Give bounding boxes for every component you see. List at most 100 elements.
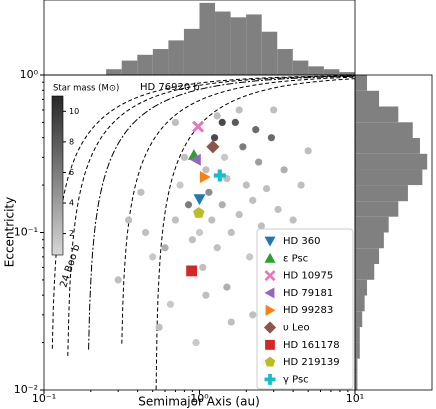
top-hist-bar (199, 2, 216, 76)
y-axis-label: Eccentricity (3, 197, 17, 267)
exoplanet-point (161, 244, 169, 252)
legend-marker (264, 373, 276, 385)
right-hist-bar (355, 342, 360, 359)
exoplanet-point (257, 222, 265, 230)
colorbar-tick-label: 8 (69, 137, 74, 146)
exoplanet-point (249, 311, 257, 319)
x-axis-label: Semimajor Axis (au) (138, 395, 260, 409)
periastron-curve (88, 75, 355, 350)
legend-marker (265, 339, 275, 350)
exoplanet-point (180, 153, 189, 161)
exoplanet-point (242, 181, 250, 189)
exoplanet-point (252, 126, 260, 134)
legend-marker (264, 356, 276, 367)
top-hist-bar (137, 54, 153, 75)
colorbar-tick-label: 6 (69, 168, 74, 177)
legend-label: γ Psc (283, 374, 309, 385)
top-hist-bar (246, 14, 262, 75)
exoplanet-point (125, 216, 133, 224)
right-hist-bar (355, 122, 413, 139)
legend-marker (264, 252, 276, 263)
exoplanet-point (188, 236, 196, 244)
top-hist-bar (339, 72, 355, 75)
exoplanet-point (184, 201, 193, 209)
top-hist-bar (152, 49, 169, 75)
exoplanet-point (235, 210, 243, 219)
legend-marker (263, 321, 277, 334)
exoplanet-point (304, 147, 312, 155)
right-hist-bar (355, 75, 368, 91)
planet-marker (190, 153, 201, 166)
exoplanet-point (274, 205, 282, 214)
top-hist-bar (308, 66, 324, 75)
legend-label: HD 360 (283, 236, 321, 247)
planet-marker (192, 120, 205, 133)
planet-marker (206, 140, 220, 154)
top-hist-bar (292, 60, 309, 75)
exoplanet-point (155, 323, 163, 331)
exoplanet-point (192, 338, 200, 347)
exoplanet-point (202, 166, 210, 174)
right-hist-bar (355, 327, 360, 343)
legend-label: υ Leo (283, 323, 310, 334)
exoplanet-point (220, 153, 229, 161)
exoplanet-point (231, 118, 239, 127)
top-hist-bar (183, 28, 200, 75)
legend-label: HD 10975 (283, 271, 333, 282)
exoplanet-point (176, 181, 184, 189)
right-hist-bar (355, 374, 358, 390)
exoplanet-point (270, 106, 278, 114)
exoplanet-point (235, 106, 243, 114)
colorbar (51, 95, 64, 256)
right-hist-bar (355, 185, 408, 202)
x-tick-label: 10¹ (346, 392, 364, 405)
exoplanet-point (149, 253, 157, 261)
x-tick-label: 10⁻¹ (32, 392, 56, 405)
right-hist-bar (355, 216, 389, 233)
annotation: HD 76920 b (140, 82, 200, 93)
exoplanet-point (114, 276, 122, 284)
exoplanet-point (195, 228, 204, 237)
planet-marker (186, 265, 197, 277)
exoplanet-point (205, 188, 213, 196)
top-hist-bar (277, 49, 293, 75)
exoplanet-point (267, 134, 276, 142)
top-hist-bar (121, 60, 138, 75)
colorbar-tick-label: 10 (69, 107, 79, 116)
exoplanet-point (227, 318, 235, 326)
legend-label: HD 99283 (283, 305, 333, 316)
exoplanet-point (223, 283, 231, 291)
exoplanet-point (141, 228, 150, 237)
right-hist-bar (355, 263, 375, 280)
exoplanet-point (210, 134, 219, 142)
legend-marker (265, 304, 276, 316)
colorbar-tick-label: 4 (69, 199, 74, 208)
planet-marker (193, 194, 206, 206)
legend-label: HD 219139 (283, 357, 340, 368)
exoplanet-point (280, 166, 288, 174)
exoplanet-point (289, 216, 297, 224)
y-tick-label: 10⁻² (14, 383, 38, 396)
legend-marker (264, 287, 275, 299)
right-hist-bar (355, 90, 380, 107)
colorbar-label: Star mass (M⊙) (53, 84, 119, 94)
exoplanet-point (166, 300, 175, 308)
legend-box (256, 228, 354, 390)
planet-marker (213, 169, 226, 182)
exoplanet-point (171, 216, 180, 224)
exoplanet-point (218, 118, 226, 127)
right-hist-bar (355, 232, 384, 249)
top-hist-bar (215, 11, 231, 76)
periastron-curve (155, 78, 355, 390)
top-hist-bar (261, 31, 278, 75)
exoplanet-point (239, 143, 247, 151)
y-tick-label: 10⁰ (20, 68, 39, 81)
exoplanet-point (255, 158, 263, 166)
y-tick-label: 10⁻¹ (14, 226, 38, 239)
exoplanet-point (218, 201, 226, 209)
exoplanet-point (208, 216, 216, 224)
exoplanet-point (202, 291, 210, 299)
legend-marker (264, 270, 276, 282)
plot-area (51, 75, 355, 390)
